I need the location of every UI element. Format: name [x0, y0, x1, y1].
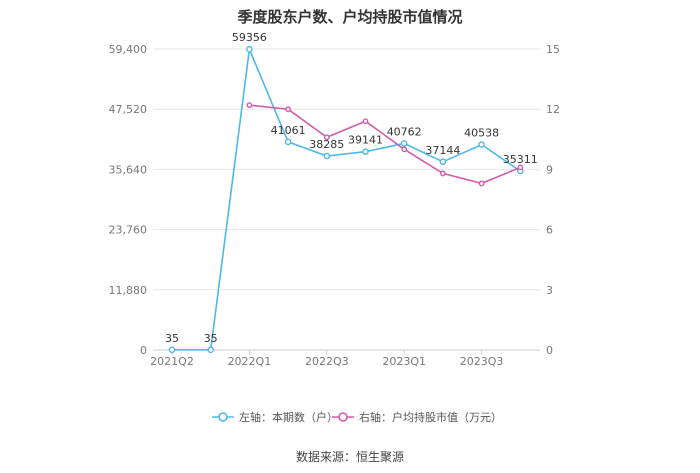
data-label: 35: [165, 332, 179, 345]
x-axis-tick-label: 2022Q1: [228, 355, 272, 368]
left-axis-tick-label: 59,400: [109, 43, 148, 56]
right-axis-tick-label: 15: [546, 43, 560, 56]
series-point-0: [478, 141, 485, 148]
legend-label: 左轴：本期数（户）: [239, 410, 338, 424]
data-label: 37144: [425, 144, 460, 157]
series-point-0: [168, 346, 176, 354]
legend-swatch-marker: [338, 412, 348, 422]
series-line-1: [249, 104, 521, 185]
source-note: 数据来源：恒生聚源: [295, 450, 404, 464]
series-line-0: [172, 46, 521, 351]
data-label: 35: [204, 332, 218, 345]
data-label: 40762: [387, 125, 422, 138]
right-axis-tick-label: 12: [546, 103, 560, 116]
data-label: 38285: [309, 138, 344, 151]
data-label: 41061: [271, 124, 306, 137]
series-point-1: [362, 118, 369, 125]
series-point-0: [207, 346, 214, 354]
series-point-0: [400, 140, 408, 147]
chart-title: 季度股东户数、户均持股市值情况: [237, 8, 463, 26]
data-label: 40538: [464, 127, 499, 140]
series-point-0: [323, 152, 331, 160]
x-axis-tick-label: 2021Q2: [150, 355, 194, 368]
left-axis-tick-label: 0: [140, 344, 147, 357]
legend-label: 右轴：户均持股市值（万元）: [359, 410, 502, 424]
left-axis-tick-label: 11,880: [109, 284, 148, 297]
series-point-1: [285, 106, 291, 113]
series-point-0: [284, 138, 292, 146]
x-axis-tick-label: 2023Q3: [460, 355, 504, 368]
series-point-1: [439, 170, 446, 177]
series-point-1: [323, 134, 330, 141]
series-point-1: [401, 146, 408, 153]
series-point-1: [517, 164, 524, 171]
legend-swatch-marker: [218, 412, 228, 422]
series-point-0: [246, 45, 253, 53]
grid-layer: [153, 48, 540, 351]
right-axis-tick-label: 0: [546, 344, 553, 357]
x-axis-tick-label: 2023Q1: [382, 355, 426, 368]
series-point-1: [478, 180, 485, 187]
axis-layer: 0 11,880 23,760 35,640 47,520 59,400 0 3 6 9 12 15 2…: [109, 43, 561, 368]
series-point-0: [439, 158, 447, 166]
x-axis-tick-label: 2022Q3: [305, 355, 349, 368]
data-label: 35311: [503, 153, 538, 166]
left-axis-tick-label: 47,520: [109, 103, 148, 116]
series-point-0: [362, 148, 369, 155]
right-axis-tick-label: 6: [546, 224, 553, 237]
series-layer: [168, 45, 524, 354]
series-point-1: [246, 102, 253, 109]
left-axis-tick-label: 23,760: [109, 224, 148, 237]
data-label: 39141: [348, 134, 383, 147]
left-axis-tick-label: 35,640: [109, 163, 148, 176]
right-axis-tick-label: 9: [546, 163, 553, 176]
data-label: 59356: [232, 31, 267, 44]
right-axis-tick-label: 3: [546, 284, 553, 297]
legend[interactable]: 左轴：本期数（户） 右轴：户均持股市值（万元）: [212, 410, 502, 424]
